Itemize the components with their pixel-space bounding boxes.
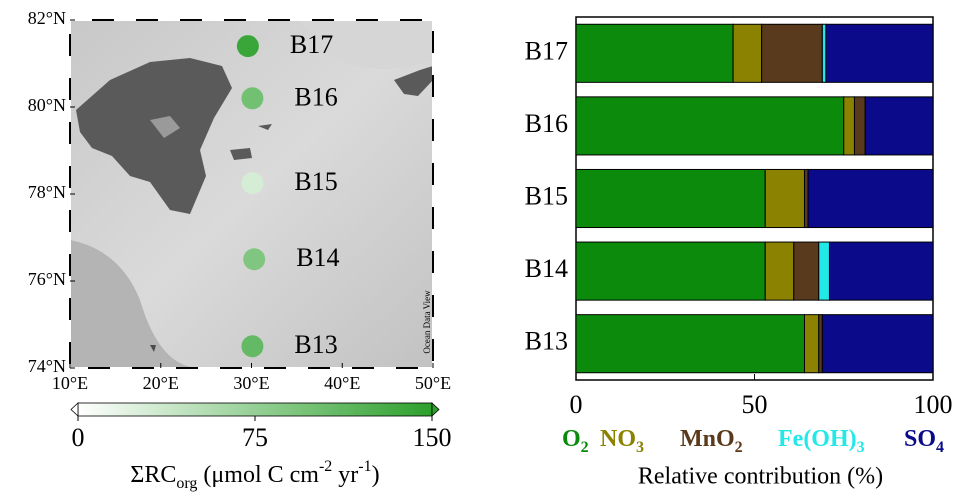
colorbar-label-part: -2 — [319, 458, 332, 475]
bar-segment — [822, 315, 933, 373]
bar-segment — [576, 97, 844, 155]
y-tick-label: B13 — [525, 327, 568, 356]
x-tick-label: 0 — [570, 390, 583, 419]
station — [241, 172, 263, 194]
y-tick-label: 80°N — [28, 95, 66, 115]
y-tick-label: B17 — [525, 36, 568, 65]
bar-segment — [844, 97, 855, 155]
y-tick-label: B14 — [525, 254, 568, 283]
bar-segment — [819, 242, 830, 300]
bar-segment — [733, 24, 762, 82]
x-tick-label: 100 — [914, 390, 953, 419]
station — [241, 335, 263, 357]
x-tick-label: 50°E — [415, 373, 451, 393]
y-tick-label: B16 — [525, 109, 568, 138]
y-tick-label: 74°N — [28, 356, 66, 376]
x-axis-label: Relative contribution (%) — [638, 464, 883, 490]
bar-segment — [576, 315, 804, 373]
colorbar-label-part: ) — [372, 462, 380, 488]
figure: 10°E 20°E 30°E 40°E 50°E 74°N 76°N 78°N 80°N 82°N… — [0, 0, 960, 497]
bar-segment — [765, 242, 794, 300]
y-tick-label: 78°N — [28, 182, 66, 202]
station-label: B15 — [294, 167, 337, 196]
y-tick-label: 82°N — [28, 8, 66, 28]
colorbar-label-part: ΣRC — [130, 462, 176, 488]
legend-entry: SO4 — [904, 426, 944, 457]
x-tick-label: 50 — [742, 390, 768, 419]
watermark: Ocean Data View — [422, 290, 432, 354]
y-tick-label: B15 — [525, 181, 568, 210]
bar-segment — [854, 97, 865, 155]
legend-entry: NO3 — [600, 426, 644, 457]
x-tick-label: 30°E — [233, 373, 269, 393]
legend-entry: Fe(OH)3 — [778, 426, 865, 457]
bar-segment — [822, 24, 826, 82]
bar-segment — [804, 315, 818, 373]
colorbar-label-part: yr — [332, 462, 358, 488]
bar-segment — [819, 315, 823, 373]
bar-segment — [804, 169, 808, 227]
colorbar-extend-low — [71, 403, 78, 416]
colorbar-label-part: (μmol C cm — [197, 462, 319, 488]
colorbar — [78, 403, 432, 416]
station-label: B17 — [290, 30, 333, 59]
y-tick-label: 76°N — [28, 269, 66, 289]
bar-segment — [765, 169, 804, 227]
bar-segment — [829, 242, 933, 300]
colorbar-tick-label: 75 — [242, 423, 268, 452]
legend-entry: MnO2 — [680, 426, 743, 457]
bar-segment — [794, 242, 819, 300]
legend-entry: O2 — [562, 426, 589, 457]
colorbar-extend-high — [432, 403, 439, 416]
colorbar-label-part: org — [176, 475, 197, 492]
bar-segment — [576, 169, 765, 227]
x-tick-label: 10°E — [52, 373, 88, 393]
x-tick-label: 20°E — [143, 373, 179, 393]
bar-segment — [865, 97, 933, 155]
legend: O2 NO3 MnO2 Fe(OH)3 SO4 — [562, 426, 944, 457]
page: 10°E 20°E 30°E 40°E 50°E 74°N 76°N 78°N 80°N 82°N… — [0, 0, 960, 497]
x-tick-label: 40°E — [324, 373, 360, 393]
bar-segment — [576, 24, 733, 82]
colorbar-label-part: -1 — [358, 458, 371, 475]
colorbar-tick-label: 0 — [72, 423, 85, 452]
station — [237, 35, 259, 57]
bar-segment — [826, 24, 933, 82]
bar-segment — [808, 169, 933, 227]
colorbar-tick-label: 150 — [413, 423, 452, 452]
bar-segment — [762, 24, 823, 82]
station — [241, 87, 263, 109]
station-label: B16 — [294, 82, 337, 111]
station — [243, 248, 265, 270]
station-label: B14 — [296, 243, 339, 272]
bar-segment — [576, 242, 765, 300]
station-label: B13 — [294, 330, 337, 359]
colorbar-label: ΣRCorg (μmol C cm-2 yr-1) — [130, 458, 379, 492]
